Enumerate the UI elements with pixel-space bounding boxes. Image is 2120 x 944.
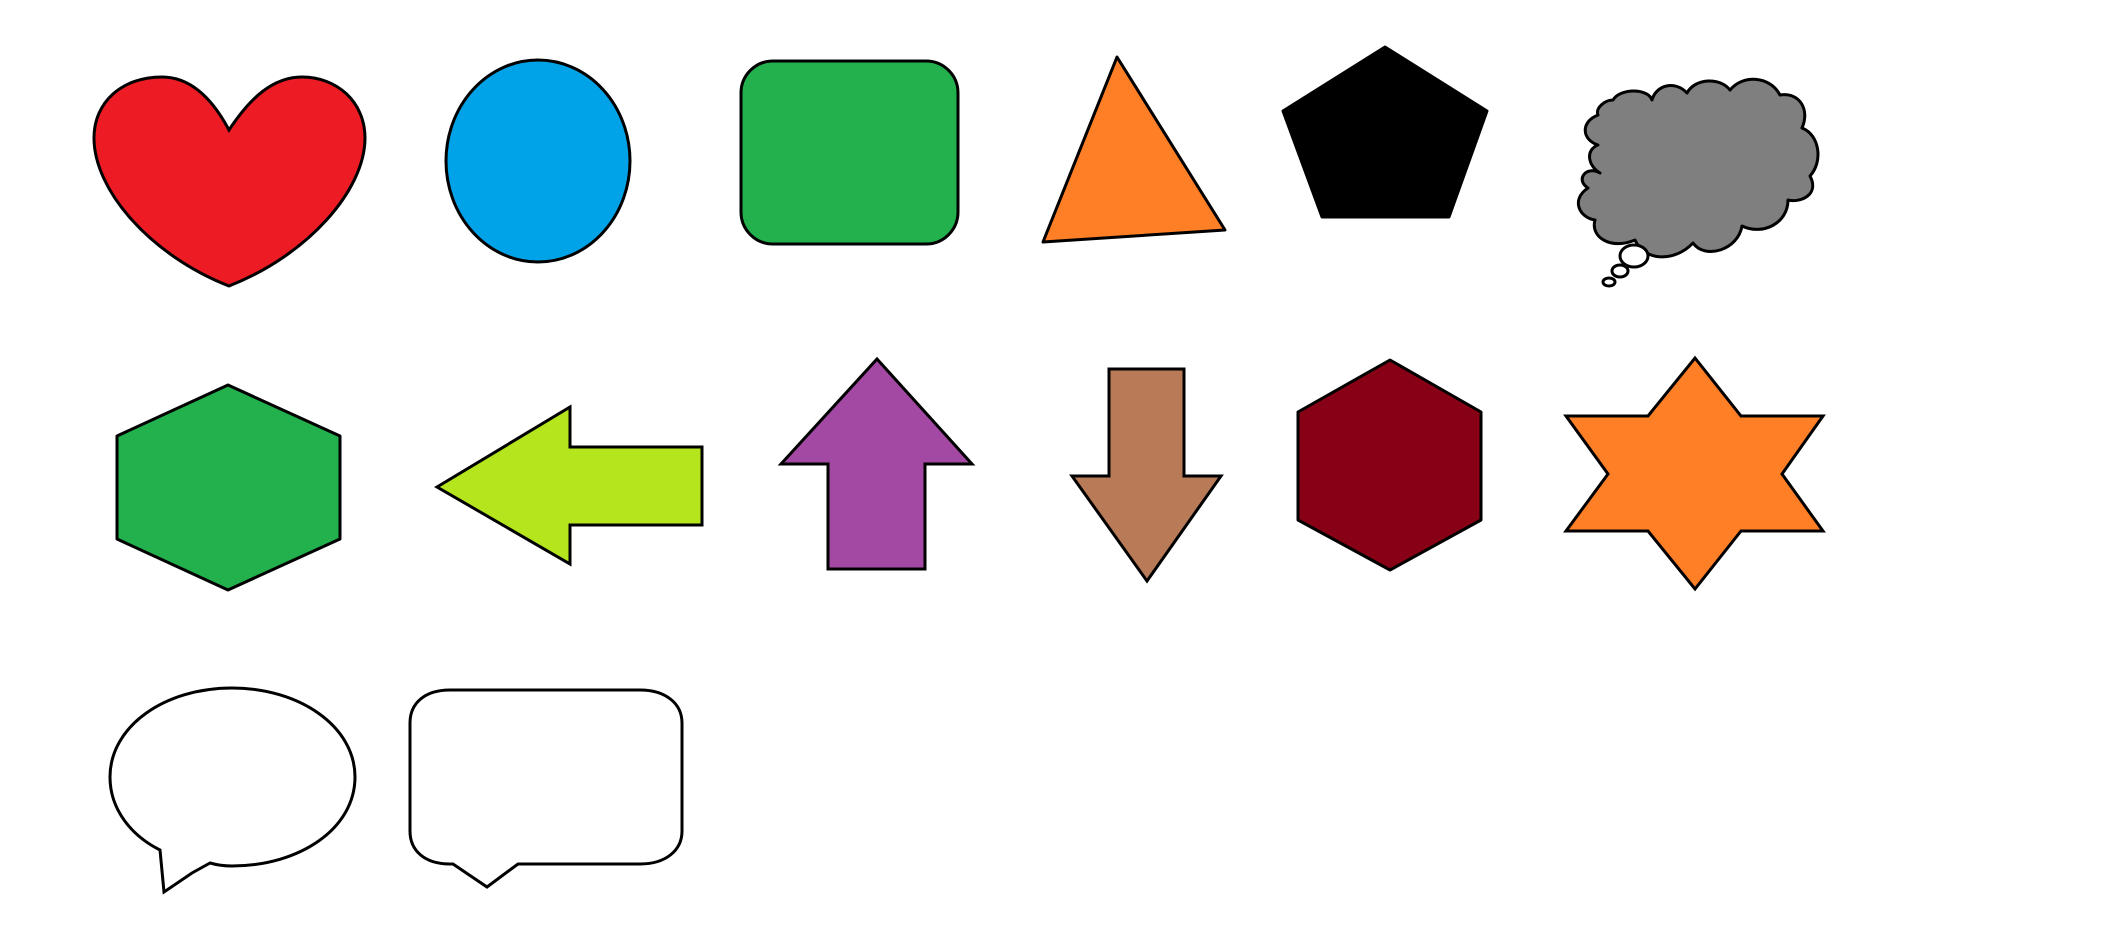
ellipse-shape: [444, 58, 632, 264]
rectangular-speech-bubble-shape: [408, 688, 684, 889]
thought-dot-small: [1601, 276, 1617, 288]
triangle-shape: [1041, 55, 1227, 244]
thought-bubble-shape: [1576, 77, 1820, 288]
arrow-down-shape: [1069, 367, 1224, 584]
arrow-up-shape: [777, 356, 976, 571]
six-point-star-shape: [1563, 355, 1826, 592]
pentagon-shape: [1281, 45, 1489, 219]
arrow-left-shape: [434, 404, 704, 567]
thought-dot-large: [1618, 243, 1650, 269]
hexagon-shape-dark: [1296, 358, 1483, 572]
heart-shape: [92, 75, 367, 288]
thought-cloud: [1576, 77, 1820, 259]
thought-dot-medium: [1610, 263, 1630, 279]
oval-speech-bubble-shape: [108, 686, 357, 895]
rounded-rectangle-shape: [739, 59, 960, 246]
hexagon-shape: [115, 383, 342, 592]
